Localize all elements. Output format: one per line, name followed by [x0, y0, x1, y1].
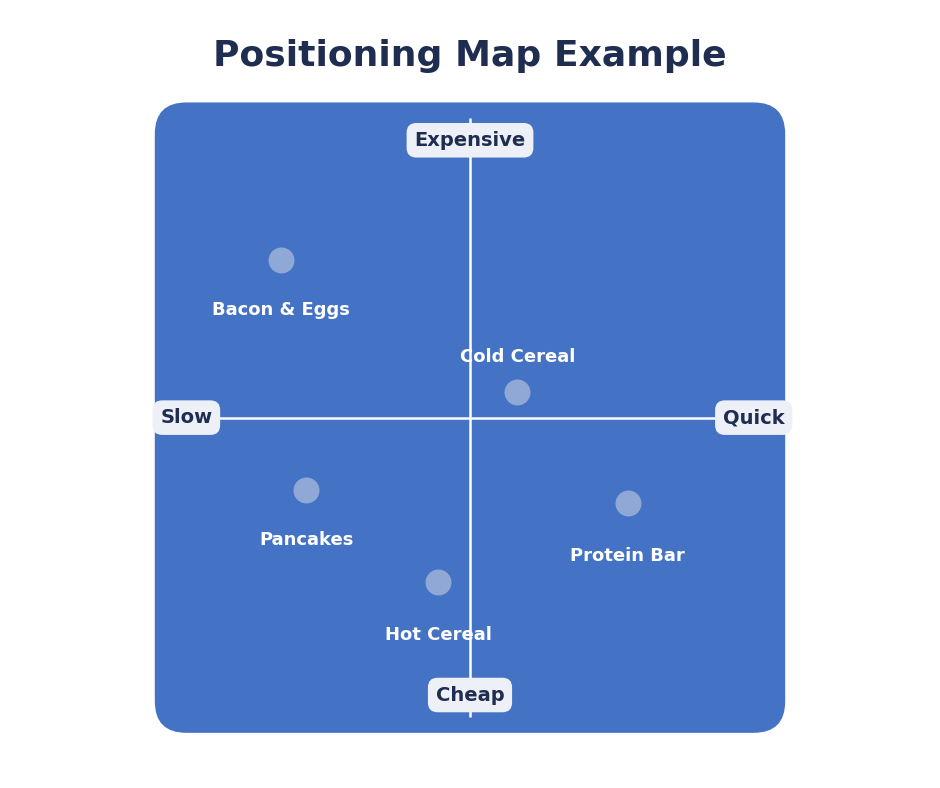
- Text: Positioning Map Example: Positioning Map Example: [213, 39, 727, 73]
- Point: [431, 575, 446, 588]
- Text: Expensive: Expensive: [415, 131, 525, 150]
- Point: [509, 386, 525, 399]
- Point: [274, 254, 289, 266]
- Text: Hot Cereal: Hot Cereal: [385, 626, 492, 644]
- FancyBboxPatch shape: [155, 102, 785, 733]
- Text: Cheap: Cheap: [435, 686, 505, 704]
- Text: Cold Cereal: Cold Cereal: [460, 348, 575, 366]
- Text: Pancakes: Pancakes: [258, 531, 353, 549]
- Text: Bacon & Eggs: Bacon & Eggs: [212, 301, 350, 319]
- Point: [620, 496, 635, 509]
- Text: Quick: Quick: [723, 408, 785, 427]
- Point: [299, 484, 314, 496]
- Text: Protein Bar: Protein Bar: [571, 547, 685, 565]
- Text: Slow: Slow: [160, 408, 212, 427]
